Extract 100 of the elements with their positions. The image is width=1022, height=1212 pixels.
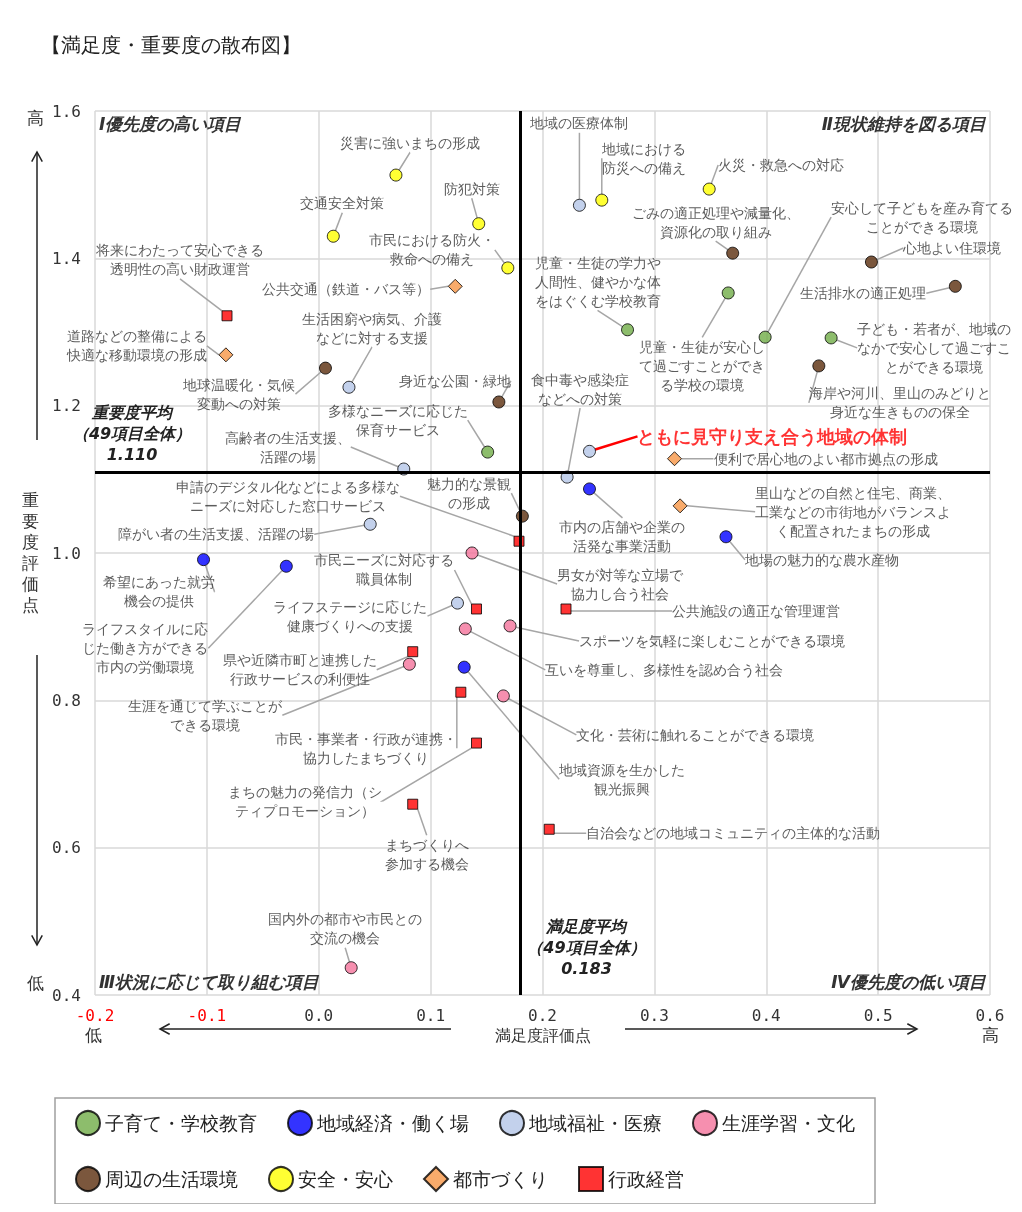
point [721, 286, 735, 300]
data-label: 海岸や河川、里山のみどりと身近な生きものの保全 [808, 385, 991, 421]
data-label: 市民・事業者・行政が連携・協力したまちづくり [274, 730, 457, 766]
point [481, 445, 495, 459]
data-label: 安心して子どもを産み育てることができる環境 [831, 199, 1014, 235]
data-label: 身近な公園・緑地 [398, 372, 511, 389]
point [560, 603, 572, 615]
point [583, 444, 596, 458]
data-label: 自治会などの地域コミュニティの主体的な活動 [586, 825, 881, 842]
data-label: 心地よい住環境 [902, 240, 1002, 257]
data-label: 地域の医療体制 [529, 115, 629, 132]
legend-label: 周辺の生活環境 [105, 1168, 238, 1190]
data-label: まちの魅力の発信力（シティプロモーション） [228, 783, 383, 819]
point [407, 646, 419, 658]
point [318, 361, 332, 375]
point [672, 498, 688, 514]
point [407, 798, 419, 810]
y-tick-label: 0.6 [52, 838, 81, 858]
text: 高 [981, 1025, 999, 1045]
y-tick-label: 0.4 [52, 985, 81, 1005]
point [726, 246, 740, 260]
point [326, 229, 340, 243]
y-tick-label: 1.4 [52, 248, 81, 268]
point [470, 603, 482, 615]
point [492, 395, 506, 409]
legend-label: 行政経営 [608, 1168, 684, 1190]
y-tick-label: 1.6 [52, 101, 81, 121]
point [402, 657, 416, 671]
y-tick-label: 0.8 [52, 690, 81, 710]
point [465, 546, 479, 560]
annotation: Ⅳ優先度の低い項目 [831, 972, 987, 992]
data-label: 便利で居心地のよい都市拠点の形成 [713, 450, 938, 467]
point [824, 331, 838, 345]
data-label: 魅力的な景観の形成 [427, 475, 512, 511]
point [864, 255, 878, 269]
data-label: 男女が対等な立場で協力し合う社会 [557, 566, 685, 602]
y-tick-label: 1.2 [52, 396, 81, 416]
point [221, 310, 233, 322]
data-label: 交通安全対策 [300, 195, 385, 212]
point [702, 182, 716, 196]
point [197, 553, 211, 567]
data-label: ともに見守り支え合う地域の体制 [637, 425, 908, 447]
point [342, 380, 356, 394]
x-axis-title: 満足度評価点 [494, 1027, 591, 1045]
data-label: 申請のデジタル化などによる多様なニーズに対応した窓口サービス [176, 478, 401, 514]
data-label: 火災・救急への対応 [718, 157, 845, 174]
point [470, 737, 482, 749]
data-label: 地場の魅力的な農水産物 [743, 551, 899, 568]
data-label: 児童・生徒が安心して過ごすことができる学校の環境 [639, 338, 766, 393]
point [455, 686, 467, 698]
point [719, 530, 733, 544]
point [543, 823, 555, 835]
x-tick-label: 0.3 [639, 1005, 669, 1025]
data-label: 児童・生徒の学力や人間性、健やかな体をはぐくむ学校教育 [534, 254, 661, 309]
data-label: まちづくりへ参加する機会 [384, 836, 469, 872]
x-tick-label: 0.4 [751, 1005, 781, 1025]
x-tick-label: -0.2 [75, 1005, 115, 1025]
data-label: 生活困窮や病気、介護などに対する支援 [301, 310, 442, 346]
data-label: 希望にあった就労機会の提供 [102, 574, 215, 610]
point [621, 323, 635, 337]
point [583, 482, 596, 496]
ref-line-label: 満足度平均（49項目全体）0.183 [527, 916, 646, 978]
data-label: 里山などの自然と住宅、商業、工業などの市街地がバランスよく配置されたまちの形成 [755, 484, 952, 539]
point [458, 622, 472, 636]
legend-label: 生涯学習・文化 [722, 1112, 855, 1134]
data-label: 市民ニーズに対応する職員体制 [314, 552, 455, 588]
data-label: 地球温暖化・気候変動への対策 [182, 376, 296, 412]
data-label: ライフステージに応じた健康づくりへの支援 [273, 598, 428, 634]
data-label: 食中毒や感染症などへの対策 [531, 371, 630, 407]
x-tick-label: 0.0 [304, 1005, 334, 1025]
data-label: 地域資源を生かした観光振興 [558, 761, 686, 797]
point [812, 359, 826, 373]
data-label: 市内の店舗や企業の活発な事業活動 [559, 519, 686, 555]
text: 高 [26, 108, 44, 128]
x-tick-label: 0.2 [528, 1005, 557, 1025]
chart-title: 【満足度・重要度の散布図】 [41, 34, 301, 56]
data-label: 災害に強いまちの形成 [339, 135, 480, 152]
point [948, 279, 962, 293]
legend-label: 地域福祉・医療 [528, 1112, 662, 1134]
data-label: 生涯を通じて学ぶことができる環境 [128, 697, 284, 733]
x-tick-label: 0.6 [975, 1005, 1005, 1025]
point [389, 168, 403, 182]
point [758, 330, 772, 344]
point [472, 217, 486, 231]
data-label: 国内外の都市や市民との交流の機会 [268, 911, 423, 947]
data-label: ごみの適正処理や減量化、資源化の取り組み [631, 204, 800, 240]
data-label: ライフスタイルに応じた働き方ができる市内の労働環境 [82, 621, 209, 676]
text: 低 [84, 1025, 102, 1045]
legend-label: 都市づくり [453, 1168, 548, 1190]
data-label: 市民における防火・救命への備え [368, 232, 495, 268]
point [503, 619, 517, 633]
legend-label: 子育て・学校教育 [105, 1112, 257, 1134]
data-label: 障がい者の生活支援、活躍の場 [118, 526, 315, 543]
data-label: 将来にわたって安心できる透明性の高い財政運営 [95, 242, 265, 278]
x-tick-label: 0.5 [863, 1005, 893, 1025]
data-label: 県や近隣市町と連携した行政サービスの利便性 [222, 652, 377, 688]
legend-label: 安全・安心 [298, 1168, 393, 1190]
point [501, 261, 515, 275]
point [279, 559, 293, 573]
annotation: Ⅰ優先度の高い項目 [99, 114, 243, 134]
